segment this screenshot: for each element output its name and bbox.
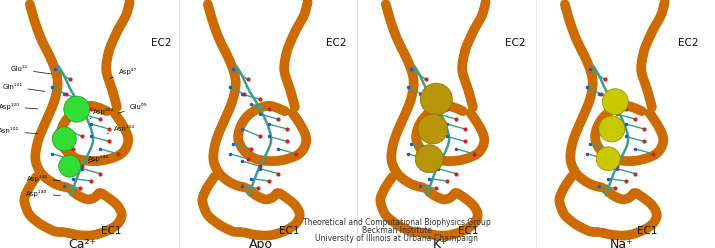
Text: EC1: EC1 <box>280 226 300 236</box>
Circle shape <box>602 89 628 115</box>
Circle shape <box>64 96 90 122</box>
Text: Na⁺: Na⁺ <box>610 238 634 248</box>
Text: Glu⁶⁹: Glu⁶⁹ <box>119 104 147 113</box>
Text: Asp¹⁰³: Asp¹⁰³ <box>89 108 114 119</box>
Text: EC2: EC2 <box>505 38 525 48</box>
Text: K⁺: K⁺ <box>433 238 447 248</box>
Text: EC1: EC1 <box>101 226 121 236</box>
Circle shape <box>598 116 625 142</box>
Text: Asn¹⁰²: Asn¹⁰² <box>0 128 38 134</box>
Text: Asp¹³⁶: Asp¹³⁶ <box>26 190 61 197</box>
Text: Asp⁴⁷: Asp⁴⁷ <box>109 68 137 78</box>
Circle shape <box>596 147 620 171</box>
Text: Asn¹⁰⁴: Asn¹⁰⁴ <box>107 126 135 134</box>
Text: EC1: EC1 <box>637 226 657 236</box>
Circle shape <box>52 127 77 151</box>
Text: Glu¹¹: Glu¹¹ <box>11 66 51 74</box>
Text: Beckman Institute: Beckman Institute <box>362 226 432 235</box>
Text: Asp¹³⁴: Asp¹³⁴ <box>88 155 109 163</box>
Circle shape <box>418 114 448 144</box>
Text: Apo: Apo <box>249 238 273 248</box>
Text: EC2: EC2 <box>326 38 346 48</box>
Text: Theoretical and Computational Biophysics Group: Theoretical and Computational Biophysics… <box>303 218 490 227</box>
Circle shape <box>59 155 81 177</box>
Text: University of Illinois at Urbana-Champaign: University of Illinois at Urbana-Champai… <box>315 234 478 243</box>
Circle shape <box>420 83 453 115</box>
Text: EC2: EC2 <box>151 38 171 48</box>
Text: Gln¹⁰¹: Gln¹⁰¹ <box>2 84 45 91</box>
Text: Ca²⁺: Ca²⁺ <box>68 238 97 248</box>
Text: Asp¹³⁵: Asp¹³⁵ <box>26 175 61 182</box>
Text: EC1: EC1 <box>458 226 478 236</box>
Text: EC2: EC2 <box>679 38 699 48</box>
Circle shape <box>415 145 443 173</box>
Text: Asp¹⁰⁰: Asp¹⁰⁰ <box>0 103 38 110</box>
